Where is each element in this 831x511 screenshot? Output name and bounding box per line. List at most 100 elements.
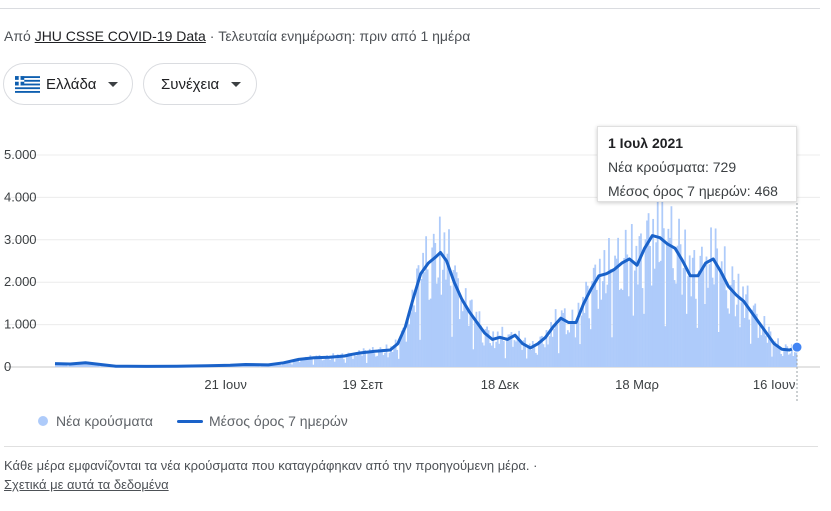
daily-bar xyxy=(332,353,335,367)
daily-bar xyxy=(626,254,629,367)
daily-bar xyxy=(525,358,528,367)
daily-bar xyxy=(676,245,679,367)
daily-bar xyxy=(565,334,568,367)
daily-bar xyxy=(778,347,781,367)
daily-bar xyxy=(649,246,651,367)
daily-bar xyxy=(477,325,479,367)
daily-bar xyxy=(547,344,549,367)
daily-bar xyxy=(307,359,310,367)
daily-bar xyxy=(496,331,499,367)
daily-bar xyxy=(374,356,377,367)
daily-bar xyxy=(580,315,583,367)
daily-bar xyxy=(406,321,409,367)
daily-bar xyxy=(650,285,653,367)
daily-bar xyxy=(461,311,464,367)
daily-bar xyxy=(385,344,388,367)
daily-bar xyxy=(515,341,517,367)
daily-bar xyxy=(667,228,670,367)
daily-bar xyxy=(754,303,757,367)
legend-line-label: Μέσος όρος 7 ημερών xyxy=(208,413,348,429)
daily-bar xyxy=(304,356,307,367)
daily-bar xyxy=(355,356,357,367)
cases-chart[interactable]: 0 1.000 2.000 3.000 4.000 5.000 21 Ιουν 19 Σεπ 1… xyxy=(0,115,831,407)
daily-bar xyxy=(285,362,287,367)
daily-bar xyxy=(621,289,624,367)
daily-bar xyxy=(775,345,778,367)
daily-bar xyxy=(623,257,626,367)
country-dropdown[interactable]: Ελλάδα xyxy=(3,63,133,105)
daily-bar xyxy=(609,268,612,367)
daily-bar xyxy=(704,304,706,367)
daily-bar xyxy=(789,353,792,367)
daily-bar xyxy=(367,352,370,367)
daily-bar xyxy=(391,351,394,367)
daily-bar xyxy=(745,294,747,367)
daily-bar xyxy=(675,283,677,367)
daily-bar xyxy=(510,332,513,367)
daily-bar xyxy=(537,341,540,367)
chart-legend: Νέα κρούσματα Μέσος όρος 7 ημερών xyxy=(38,413,348,429)
daily-bar xyxy=(335,358,338,367)
daily-bar xyxy=(591,281,594,367)
daily-bar xyxy=(445,279,447,367)
daily-bar xyxy=(71,363,74,367)
daily-bar xyxy=(711,277,714,367)
daily-bar xyxy=(758,322,761,367)
daily-bar xyxy=(432,233,435,367)
daily-bar xyxy=(550,322,552,367)
source-line: Από JHU CSSE COVID-19 Data · Τελευταία ε… xyxy=(4,28,470,44)
daily-bar xyxy=(400,330,403,367)
daily-bar xyxy=(56,364,59,367)
daily-bar xyxy=(426,269,429,367)
daily-bar xyxy=(640,233,642,367)
daily-bar xyxy=(772,341,775,367)
daily-bar xyxy=(495,341,498,367)
daily-bar xyxy=(771,356,773,367)
daily-bar xyxy=(315,355,318,367)
daily-bar xyxy=(458,319,461,367)
daily-bar xyxy=(440,294,443,367)
daily-bar xyxy=(672,268,674,367)
daily-bar xyxy=(742,286,744,367)
daily-bar xyxy=(388,352,391,367)
daily-bar xyxy=(781,355,784,367)
daily-bar xyxy=(371,347,374,367)
daily-bar xyxy=(790,344,793,367)
daily-bar xyxy=(787,354,790,367)
source-link[interactable]: JHU CSSE COVID-19 Data xyxy=(34,28,206,44)
daily-bar xyxy=(783,348,786,367)
daily-bar xyxy=(726,308,729,367)
daily-bar xyxy=(329,359,332,367)
daily-bar xyxy=(411,289,414,367)
daily-bar xyxy=(696,327,699,367)
daily-bar xyxy=(673,280,676,367)
daily-bar xyxy=(481,342,484,367)
daily-bar xyxy=(670,206,673,367)
daily-bar xyxy=(606,284,609,367)
daily-bar xyxy=(274,363,277,367)
daily-bar xyxy=(493,348,496,367)
daily-bar xyxy=(697,270,700,367)
daily-bar xyxy=(583,312,586,367)
about-data-link[interactable]: Σχετικά με αυτά τα δεδομένα xyxy=(4,477,169,492)
daily-bar xyxy=(469,300,472,367)
daily-bar xyxy=(294,358,296,367)
daily-bar xyxy=(707,287,709,367)
daily-bar xyxy=(298,362,301,367)
daily-bar xyxy=(478,311,481,367)
daily-bar xyxy=(681,294,683,367)
daily-bar xyxy=(62,364,65,367)
daily-bar xyxy=(539,336,542,367)
daily-bar xyxy=(582,296,584,367)
daily-bar xyxy=(314,357,316,367)
daily-bar xyxy=(763,316,766,367)
daily-bar xyxy=(725,290,728,367)
daily-bar xyxy=(505,337,508,367)
daily-bar xyxy=(362,348,365,367)
daily-bar xyxy=(780,353,783,367)
daily-bar xyxy=(486,326,488,367)
daily-bar xyxy=(490,345,493,367)
y-tick-label: 0 xyxy=(4,359,11,374)
metric-dropdown[interactable]: Συνέχεια xyxy=(143,63,257,105)
daily-bar xyxy=(295,358,298,367)
